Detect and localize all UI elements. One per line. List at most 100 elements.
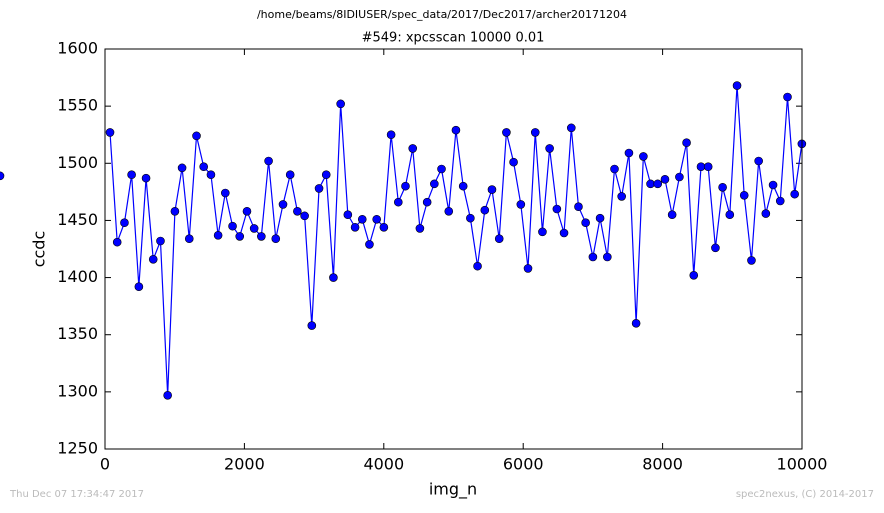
data-point [199, 162, 208, 172]
data-point [156, 236, 165, 246]
data-point [675, 172, 684, 182]
data-point [437, 164, 446, 174]
data-point [213, 230, 223, 240]
y-tick-label: 1250 [57, 439, 98, 458]
data-point [754, 156, 763, 166]
data-point [775, 196, 785, 206]
data-point [509, 157, 518, 167]
footer-right: spec2nexus, (C) 2014-2017 [736, 489, 874, 500]
data-point [408, 144, 418, 153]
data-point [401, 181, 410, 191]
data-point [718, 182, 727, 192]
data-point [732, 81, 742, 90]
data-point [444, 206, 454, 216]
data-point [206, 170, 216, 180]
data-point [221, 188, 230, 198]
x-tick-label: 6000 [503, 455, 544, 474]
data-point [458, 181, 468, 191]
data-point [148, 254, 158, 264]
data-point [141, 173, 151, 183]
data-point [321, 170, 331, 180]
data-point [566, 123, 576, 133]
data-point [783, 92, 792, 102]
data-point [307, 321, 317, 330]
data-point [393, 197, 403, 207]
y-axis-label: ccdc [30, 231, 49, 268]
data-point [747, 256, 756, 265]
data-point [552, 204, 562, 214]
data-point [134, 282, 144, 292]
data-point [0, 171, 5, 181]
data-point [516, 200, 526, 209]
y-tick-label: 1350 [57, 324, 98, 343]
data-point [653, 179, 663, 189]
data-point [379, 222, 389, 232]
y-tick-label: 1500 [57, 153, 98, 172]
data-point [228, 221, 237, 231]
data-point [761, 209, 771, 218]
footer-left: Thu Dec 07 17:34:47 2017 [9, 489, 144, 500]
data-point [177, 163, 187, 173]
data-point [112, 237, 122, 247]
data-point [127, 170, 136, 180]
data-point [163, 390, 172, 400]
data-point [120, 218, 129, 228]
data-point [595, 213, 605, 223]
chart-title: #549: xpcsscan 10000 0.01 [362, 31, 545, 46]
data-point [271, 234, 281, 244]
data-point [350, 222, 360, 232]
y-tick-label: 1450 [57, 210, 98, 229]
data-point [257, 232, 266, 241]
data-point [415, 224, 425, 233]
x-tick-label: 8000 [642, 455, 683, 474]
data-point [365, 240, 374, 249]
data-point [502, 128, 511, 137]
x-tick-label: 2000 [224, 455, 265, 474]
data-point [581, 218, 590, 228]
data-point [372, 214, 381, 224]
data-point [559, 228, 569, 238]
x-tick-label: 10000 [777, 455, 828, 474]
data-point [343, 210, 353, 220]
data-point [293, 206, 302, 216]
data-point [357, 214, 367, 224]
data-point [660, 174, 670, 184]
data-point [170, 206, 180, 216]
data-point [545, 144, 554, 153]
data-point [192, 131, 201, 141]
data-point [790, 189, 799, 199]
data-point [451, 125, 461, 135]
data-point [264, 156, 273, 166]
data-point [494, 234, 504, 244]
data-point [235, 232, 245, 241]
data-point [588, 252, 598, 262]
data-point [242, 206, 252, 216]
data-point [336, 99, 345, 109]
data-point [725, 210, 735, 220]
y-tick-label: 1600 [57, 39, 98, 58]
data-point [739, 190, 749, 200]
data-point [639, 152, 648, 161]
x-tick-label: 0 [100, 455, 110, 474]
data-point [610, 164, 619, 174]
data-point [480, 205, 490, 215]
data-point [314, 184, 324, 193]
data-point [530, 128, 540, 137]
data-point [466, 213, 475, 223]
data-point [696, 162, 706, 172]
data-point [667, 210, 677, 220]
data-point [631, 318, 641, 328]
y-tick-label: 1400 [57, 267, 98, 286]
data-point [689, 270, 699, 280]
data-point [523, 264, 533, 273]
data-point [603, 252, 612, 262]
data-point [617, 192, 626, 201]
data-point [300, 211, 309, 221]
data-point [285, 170, 295, 180]
data-point [646, 179, 655, 189]
data-point [278, 200, 288, 209]
y-tick-label: 1550 [57, 96, 98, 115]
data-point [711, 243, 720, 253]
data-point [703, 162, 713, 172]
